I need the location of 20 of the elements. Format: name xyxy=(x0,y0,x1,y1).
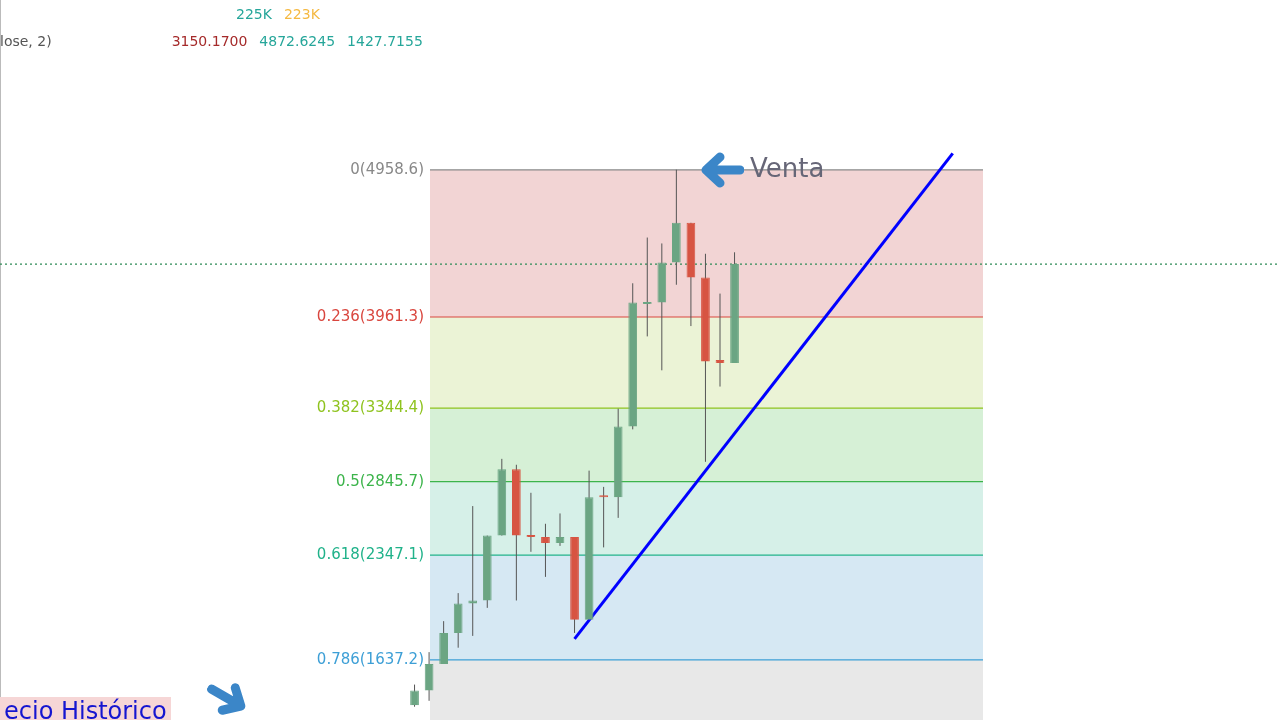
candlestick xyxy=(541,523,550,578)
annotation: 4872.6245 xyxy=(259,33,336,49)
candlestick xyxy=(410,684,419,708)
annotation: 223K xyxy=(283,6,320,22)
ref-line-label: 0.236(3961.3) xyxy=(316,306,424,325)
annotation: lose, 2) xyxy=(0,33,52,49)
annotation: ecio Histórico xyxy=(0,697,171,720)
annotation: 225K xyxy=(236,6,272,22)
ref-line-label: 0.5(2845.7) xyxy=(335,471,424,490)
candlestick xyxy=(715,293,725,388)
annotation: 3150.1700 xyxy=(171,33,248,49)
candlestick xyxy=(555,512,565,547)
candlestick xyxy=(599,486,608,548)
ref-line-label: 0.786(1637.2) xyxy=(316,649,424,668)
annotation: 1427.7155 xyxy=(347,33,423,49)
candlestick xyxy=(468,505,478,637)
ref-line-label: 0.618(2347.1) xyxy=(316,545,424,564)
ref-line-label: 0.382(3344.4) xyxy=(316,397,424,416)
ref-line-label: 0(4958.6) xyxy=(350,159,424,178)
candlestick xyxy=(642,237,652,337)
